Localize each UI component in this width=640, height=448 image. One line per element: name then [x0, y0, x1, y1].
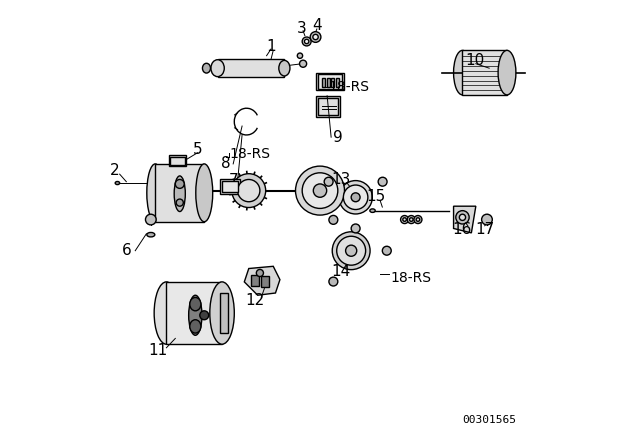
- Text: 1: 1: [266, 39, 276, 54]
- Bar: [168, 155, 186, 166]
- Ellipse shape: [196, 164, 212, 222]
- Bar: [326, 78, 330, 87]
- Bar: [170, 157, 185, 165]
- Circle shape: [237, 180, 260, 202]
- Circle shape: [329, 277, 338, 286]
- Text: 18-RS: 18-RS: [329, 80, 370, 94]
- Circle shape: [314, 184, 326, 197]
- Bar: [316, 73, 344, 90]
- Circle shape: [176, 199, 183, 206]
- Polygon shape: [166, 282, 222, 344]
- Ellipse shape: [346, 245, 356, 256]
- Ellipse shape: [211, 60, 224, 77]
- Ellipse shape: [147, 164, 164, 222]
- Text: 10: 10: [465, 53, 484, 68]
- Ellipse shape: [498, 50, 516, 95]
- Bar: [261, 276, 269, 287]
- Text: 18-RS: 18-RS: [230, 146, 271, 161]
- Ellipse shape: [202, 63, 211, 73]
- Ellipse shape: [210, 282, 234, 344]
- Circle shape: [302, 173, 338, 208]
- Ellipse shape: [351, 193, 360, 202]
- Circle shape: [414, 215, 422, 224]
- Polygon shape: [218, 59, 284, 77]
- Text: 7: 7: [228, 173, 238, 188]
- Circle shape: [403, 218, 406, 221]
- Circle shape: [257, 269, 264, 276]
- Text: 14: 14: [332, 264, 351, 279]
- Ellipse shape: [154, 282, 179, 344]
- Circle shape: [378, 177, 387, 186]
- Circle shape: [145, 214, 156, 225]
- Ellipse shape: [344, 185, 368, 210]
- Ellipse shape: [190, 297, 201, 311]
- Circle shape: [300, 60, 307, 67]
- Circle shape: [200, 311, 209, 320]
- Circle shape: [460, 214, 465, 220]
- Bar: [318, 74, 342, 89]
- Circle shape: [232, 174, 266, 207]
- Bar: [318, 99, 338, 116]
- Ellipse shape: [147, 233, 155, 237]
- Circle shape: [410, 218, 413, 221]
- Ellipse shape: [339, 181, 372, 214]
- Bar: [220, 293, 228, 333]
- Circle shape: [305, 39, 309, 44]
- Circle shape: [296, 166, 344, 215]
- Ellipse shape: [190, 320, 201, 333]
- Ellipse shape: [332, 232, 370, 270]
- Circle shape: [310, 32, 321, 43]
- Text: 2: 2: [109, 163, 119, 178]
- Text: 4: 4: [312, 18, 322, 34]
- Circle shape: [482, 214, 492, 225]
- Circle shape: [313, 34, 318, 40]
- Text: 00301565: 00301565: [462, 415, 516, 425]
- Circle shape: [416, 218, 420, 221]
- Circle shape: [298, 53, 303, 58]
- Ellipse shape: [115, 181, 120, 185]
- Text: 15: 15: [366, 189, 385, 204]
- Bar: [322, 78, 325, 87]
- Bar: [335, 78, 339, 87]
- Text: 6: 6: [122, 243, 131, 258]
- Bar: [316, 96, 340, 117]
- Ellipse shape: [189, 295, 202, 335]
- Polygon shape: [156, 164, 204, 222]
- Polygon shape: [244, 266, 280, 295]
- Text: 12: 12: [245, 293, 264, 308]
- Circle shape: [456, 211, 469, 224]
- Text: 5: 5: [193, 142, 202, 157]
- Polygon shape: [463, 50, 507, 95]
- Ellipse shape: [370, 209, 375, 212]
- Circle shape: [401, 215, 408, 224]
- Circle shape: [324, 177, 333, 186]
- Circle shape: [302, 37, 311, 46]
- Text: 18-RS: 18-RS: [390, 271, 431, 285]
- Text: 16: 16: [452, 222, 472, 237]
- Circle shape: [351, 224, 360, 233]
- Bar: [331, 78, 334, 87]
- Text: 9: 9: [333, 129, 342, 145]
- Text: 17: 17: [475, 222, 494, 237]
- Ellipse shape: [279, 60, 290, 76]
- Ellipse shape: [337, 236, 365, 265]
- Bar: [220, 180, 240, 194]
- Circle shape: [382, 246, 391, 255]
- Ellipse shape: [174, 176, 186, 211]
- Bar: [221, 181, 238, 192]
- Bar: [252, 275, 259, 286]
- Text: 8: 8: [221, 156, 230, 172]
- Circle shape: [329, 215, 338, 224]
- Text: 3: 3: [296, 21, 306, 35]
- Circle shape: [407, 215, 415, 224]
- Text: 11: 11: [148, 343, 167, 358]
- Polygon shape: [454, 206, 476, 233]
- Ellipse shape: [454, 50, 472, 95]
- Circle shape: [175, 180, 184, 188]
- Text: 13: 13: [332, 172, 351, 187]
